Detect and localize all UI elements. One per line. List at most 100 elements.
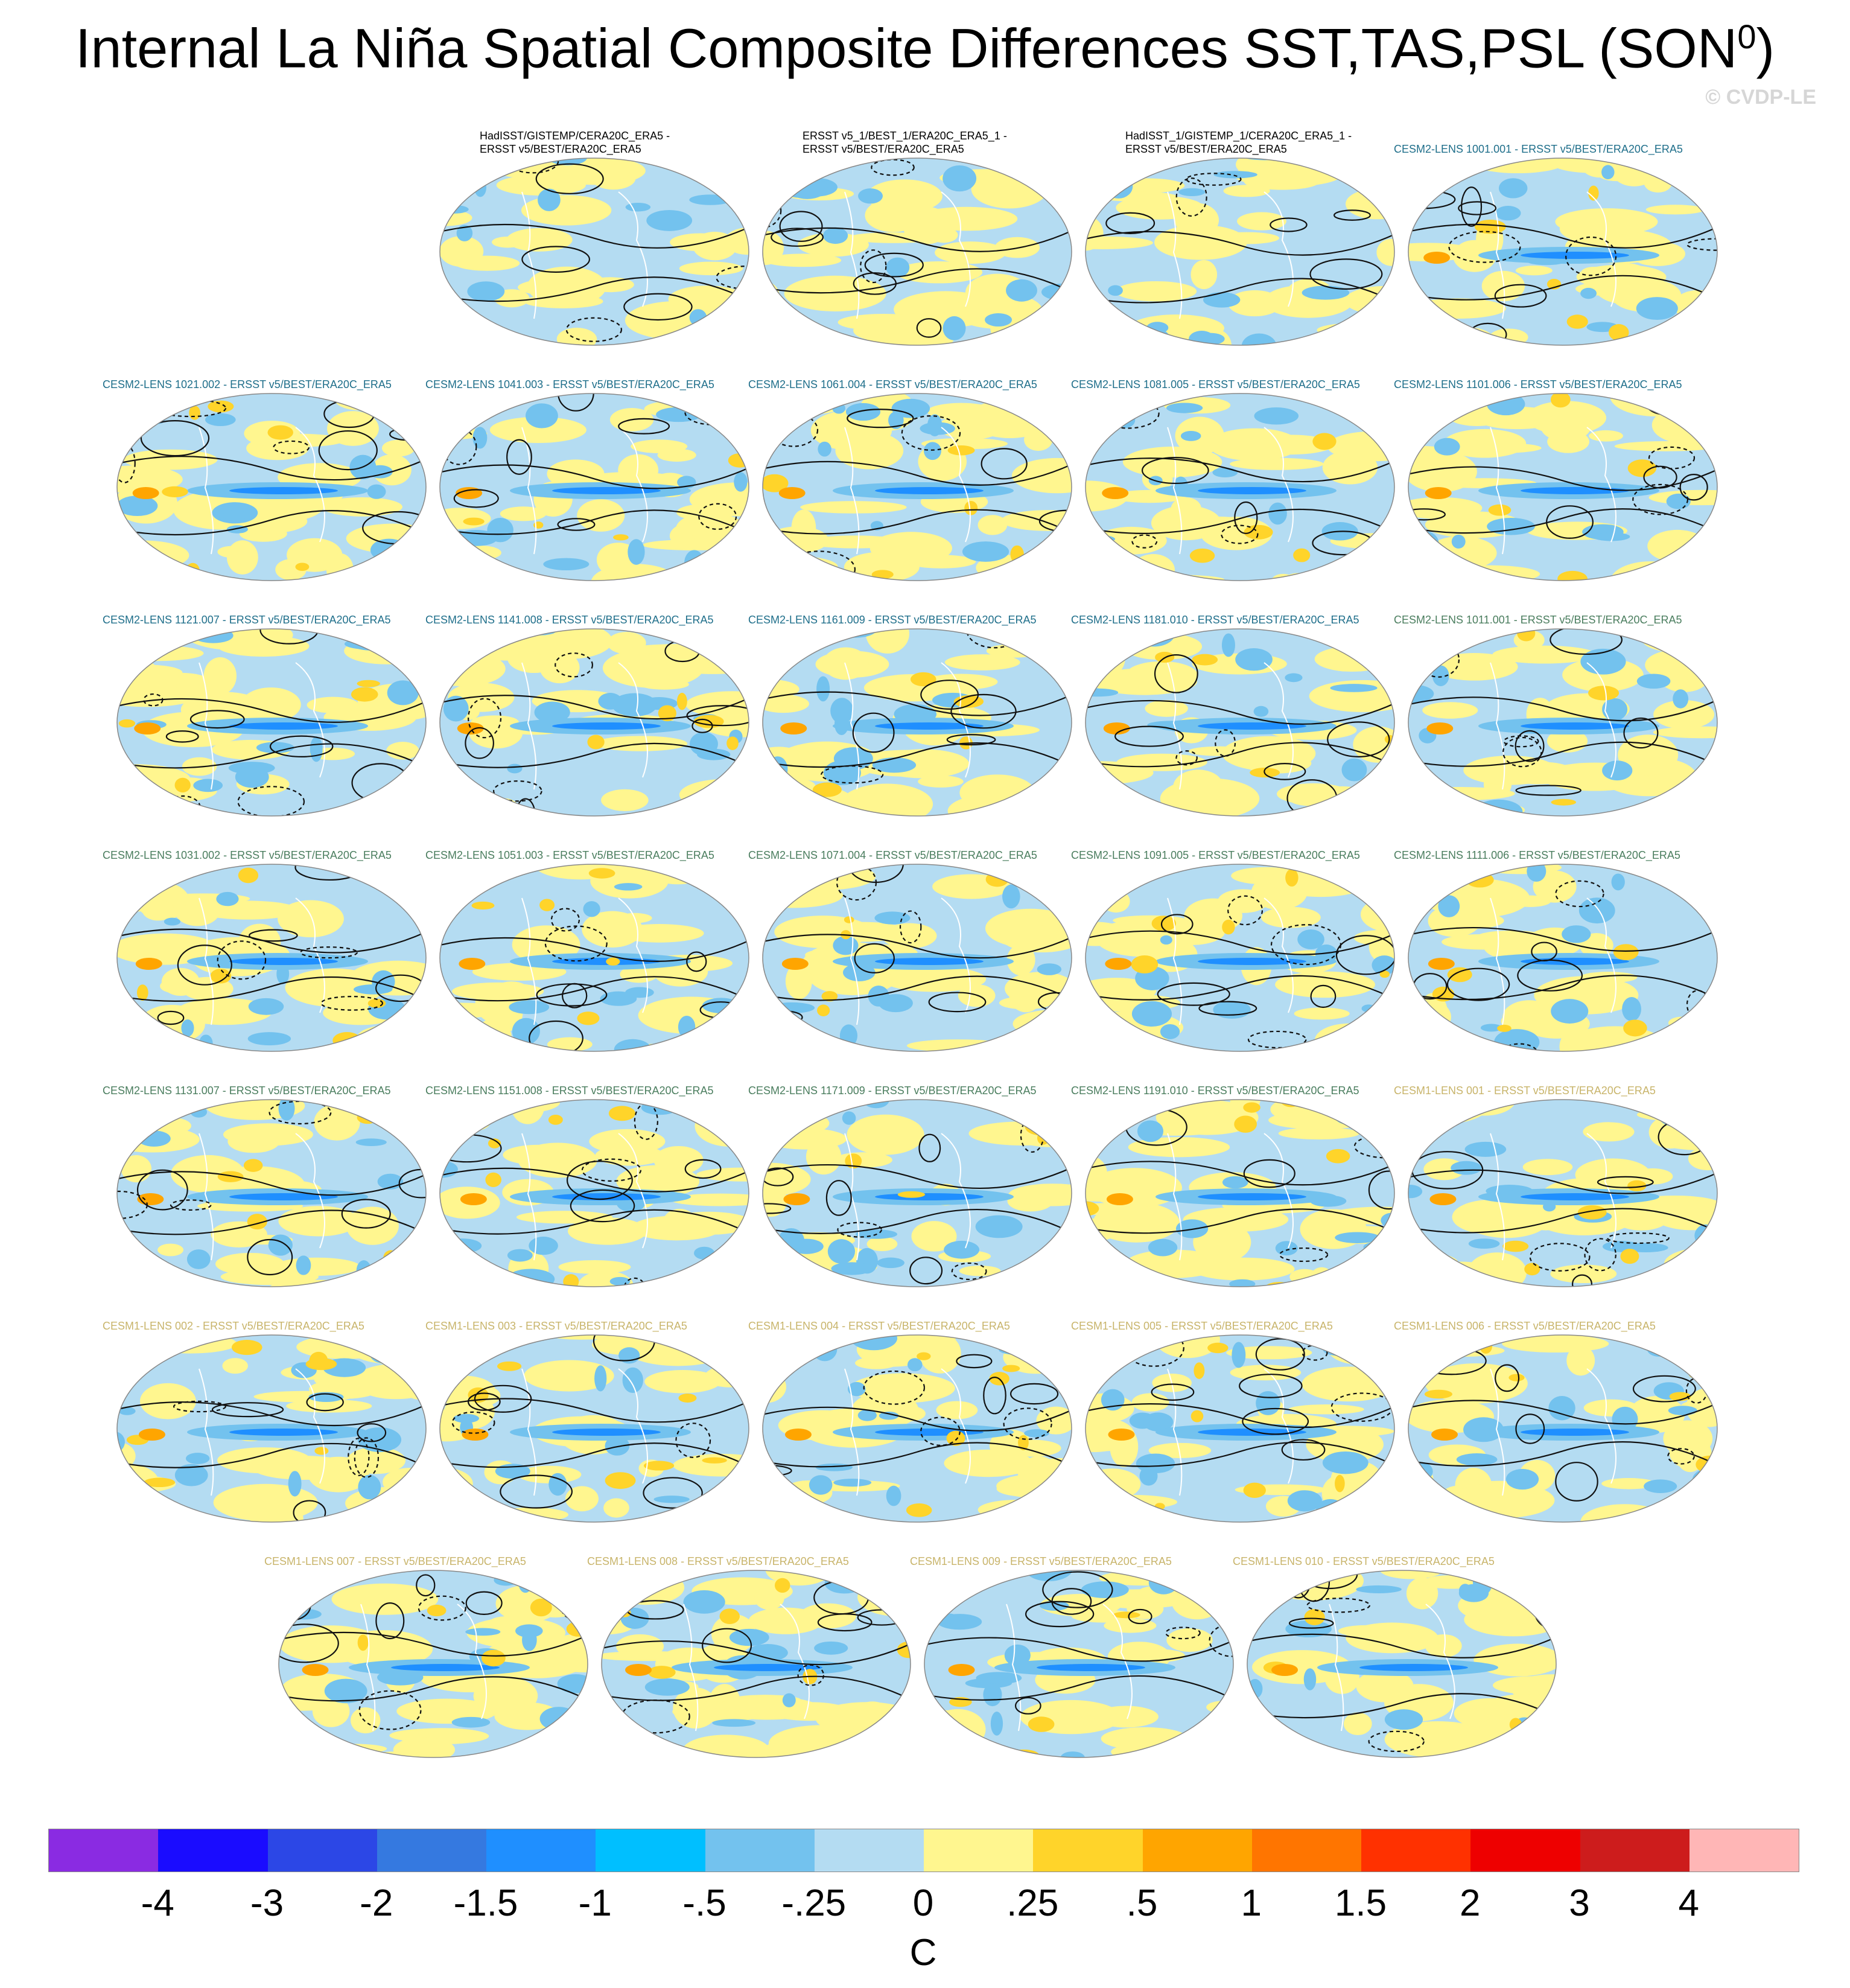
colorbar-swatch — [705, 1829, 815, 1872]
map-panel: CESM2-LENS 1111.006 - ERSST v5/BEST/ERA2… — [1394, 827, 1720, 1055]
map-panel: CESM1-LENS 004 - ERSST v5/BEST/ERA20C_ER… — [748, 1298, 1074, 1526]
panel-title: CESM2-LENS 1131.007 - ERSST v5/BEST/ERA2… — [103, 1085, 391, 1097]
globe-map — [1085, 864, 1395, 1052]
map-panel: CESM2-LENS 1181.010 - ERSST v5/BEST/ERA2… — [1071, 591, 1397, 820]
panel-title: CESM2-LENS 1181.010 - ERSST v5/BEST/ERA2… — [1071, 614, 1359, 626]
panel-title: CESM1-LENS 004 - ERSST v5/BEST/ERA20C_ER… — [748, 1320, 1010, 1332]
map-panel: CESM2-LENS 1071.004 - ERSST v5/BEST/ERA2… — [748, 827, 1074, 1055]
panel-title: CESM1-LENS 001 - ERSST v5/BEST/ERA20C_ER… — [1394, 1085, 1656, 1097]
map-panel: CESM1-LENS 002 - ERSST v5/BEST/ERA20C_ER… — [103, 1298, 428, 1526]
globe-map — [1408, 628, 1718, 817]
globe-map — [762, 1334, 1072, 1523]
colorbar-swatch — [596, 1829, 705, 1872]
panel-title: HadISST/GISTEMP/CERA20C_ERA5 - ERSST v5/… — [480, 130, 670, 155]
colorbar-tick-label: 2 — [1460, 1882, 1481, 1924]
globe-map — [116, 628, 427, 817]
copyright-label: © CVDP-LE — [1705, 86, 1816, 109]
map-panel: CESM1-LENS 007 - ERSST v5/BEST/ERA20C_ER… — [264, 1533, 590, 1761]
panel-title: CESM1-LENS 010 - ERSST v5/BEST/ERA20C_ER… — [1233, 1555, 1495, 1567]
colorbar-swatch — [1689, 1829, 1799, 1872]
panel-title: CESM2-LENS 1071.004 - ERSST v5/BEST/ERA2… — [748, 849, 1037, 861]
globe-map — [278, 1570, 588, 1758]
panel-title: HadISST_1/GISTEMP_1/CERA20C_ERA5_1 - ERS… — [1125, 130, 1352, 155]
globe-map — [1247, 1570, 1557, 1758]
map-panel: CESM1-LENS 009 - ERSST v5/BEST/ERA20C_ER… — [910, 1533, 1236, 1761]
panel-title: CESM2-LENS 1141.008 - ERSST v5/BEST/ERA2… — [425, 614, 714, 626]
colorbar — [48, 1829, 1799, 1872]
map-panel: CESM2-LENS 1141.008 - ERSST v5/BEST/ERA2… — [425, 591, 751, 820]
panel-title: CESM2-LENS 1121.007 - ERSST v5/BEST/ERA2… — [103, 614, 391, 626]
colorbar-tick-label: -1 — [578, 1882, 612, 1924]
panel-title: CESM2-LENS 1051.003 - ERSST v5/BEST/ERA2… — [425, 849, 714, 861]
panel-title: CESM2-LENS 1001.001 - ERSST v5/BEST/ERA2… — [1394, 143, 1683, 155]
globe-map — [924, 1570, 1234, 1758]
globe-map — [439, 158, 749, 346]
colorbar-tick-label: -2 — [360, 1882, 393, 1924]
panel-title: CESM2-LENS 1101.006 - ERSST v5/BEST/ERA2… — [1394, 378, 1682, 390]
map-panel: CESM1-LENS 006 - ERSST v5/BEST/ERA20C_ER… — [1394, 1298, 1720, 1526]
map-panel: CESM2-LENS 1191.010 - ERSST v5/BEST/ERA2… — [1071, 1062, 1397, 1290]
panel-title: CESM2-LENS 1091.005 - ERSST v5/BEST/ERA2… — [1071, 849, 1360, 861]
map-panel: CESM1-LENS 003 - ERSST v5/BEST/ERA20C_ER… — [425, 1298, 751, 1526]
colorbar-swatch — [377, 1829, 486, 1872]
colorbar-swatch — [1142, 1829, 1252, 1872]
panel-title: CESM1-LENS 002 - ERSST v5/BEST/ERA20C_ER… — [103, 1320, 364, 1332]
map-panel: CESM2-LENS 1161.009 - ERSST v5/BEST/ERA2… — [748, 591, 1074, 820]
colorbar-tick-label: 1.5 — [1334, 1882, 1387, 1924]
colorbar-tick-label: 0 — [912, 1882, 934, 1924]
colorbar-tick-label: 3 — [1569, 1882, 1590, 1924]
globe-map — [762, 628, 1072, 817]
colorbar-swatch — [158, 1829, 268, 1872]
map-panel: CESM2-LENS 1041.003 - ERSST v5/BEST/ERA2… — [425, 356, 751, 584]
map-panel: CESM2-LENS 1001.001 - ERSST v5/BEST/ERA2… — [1394, 121, 1720, 349]
globe-map — [1408, 393, 1718, 581]
colorbar-swatch — [49, 1829, 159, 1872]
map-panel: HadISST/GISTEMP/CERA20C_ERA5 - ERSST v5/… — [437, 121, 751, 349]
globe-map — [762, 864, 1072, 1052]
map-panel: CESM2-LENS 1121.007 - ERSST v5/BEST/ERA2… — [103, 591, 428, 820]
colorbar-tick-label: .25 — [1006, 1882, 1059, 1924]
panel-title: CESM2-LENS 1081.005 - ERSST v5/BEST/ERA2… — [1071, 378, 1360, 390]
colorbar-swatch — [486, 1829, 596, 1872]
panel-title: ERSST v5_1/BEST_1/ERA20C_ERA5_1 - ERSST … — [803, 130, 1007, 155]
panel-title: CESM1-LENS 006 - ERSST v5/BEST/ERA20C_ER… — [1394, 1320, 1656, 1332]
globe-map — [439, 1334, 749, 1523]
globe-map — [439, 1099, 749, 1287]
colorbar-tick-label: -.25 — [781, 1882, 847, 1924]
map-panel: CESM1-LENS 001 - ERSST v5/BEST/ERA20C_ER… — [1394, 1062, 1720, 1290]
globe-map — [1408, 1334, 1718, 1523]
colorbar-tick-label: .5 — [1126, 1882, 1158, 1924]
panel-title: CESM2-LENS 1111.006 - ERSST v5/BEST/ERA2… — [1394, 849, 1680, 861]
map-panel: CESM1-LENS 008 - ERSST v5/BEST/ERA20C_ER… — [587, 1533, 913, 1761]
map-panel: CESM1-LENS 005 - ERSST v5/BEST/ERA20C_ER… — [1071, 1298, 1397, 1526]
globe-map — [116, 393, 427, 581]
globe-map — [439, 393, 749, 581]
figure-title: Internal La Niña Spatial Composite Diffe… — [75, 18, 1775, 80]
colorbar-swatch — [814, 1829, 924, 1872]
globe-map — [1085, 1099, 1395, 1287]
colorbar-swatch — [267, 1829, 377, 1872]
colorbar-tick-label: -3 — [250, 1882, 284, 1924]
panel-title: CESM2-LENS 1171.009 - ERSST v5/BEST/ERA2… — [748, 1085, 1037, 1097]
panel-title: CESM2-LENS 1151.008 - ERSST v5/BEST/ERA2… — [425, 1085, 714, 1097]
panel-title: CESM2-LENS 1161.009 - ERSST v5/BEST/ERA2… — [748, 614, 1037, 626]
map-panel: ERSST v5_1/BEST_1/ERA20C_ERA5_1 - ERSST … — [760, 121, 1074, 349]
map-panel: CESM2-LENS 1021.002 - ERSST v5/BEST/ERA2… — [103, 356, 428, 584]
panel-title: CESM2-LENS 1041.003 - ERSST v5/BEST/ERA2… — [425, 378, 714, 390]
colorbar-swatch — [1251, 1829, 1361, 1872]
colorbar-tick-label: -4 — [141, 1882, 174, 1924]
globe-map — [1085, 158, 1395, 346]
globe-map — [1408, 864, 1718, 1052]
globe-map — [1085, 1334, 1395, 1523]
globe-map — [1408, 158, 1718, 346]
colorbar-tick-label: -.5 — [682, 1882, 726, 1924]
colorbar-tick-label: -1.5 — [453, 1882, 518, 1924]
map-panel: CESM2-LENS 1101.006 - ERSST v5/BEST/ERA2… — [1394, 356, 1720, 584]
colorbar-units: C — [909, 1932, 937, 1974]
panel-title: CESM1-LENS 003 - ERSST v5/BEST/ERA20C_ER… — [425, 1320, 687, 1332]
globe-map — [116, 864, 427, 1052]
panel-title: CESM1-LENS 008 - ERSST v5/BEST/ERA20C_ER… — [587, 1555, 849, 1567]
globe-map — [1085, 628, 1395, 817]
colorbar-swatch — [1033, 1829, 1143, 1872]
map-panel: CESM2-LENS 1031.002 - ERSST v5/BEST/ERA2… — [103, 827, 428, 1055]
